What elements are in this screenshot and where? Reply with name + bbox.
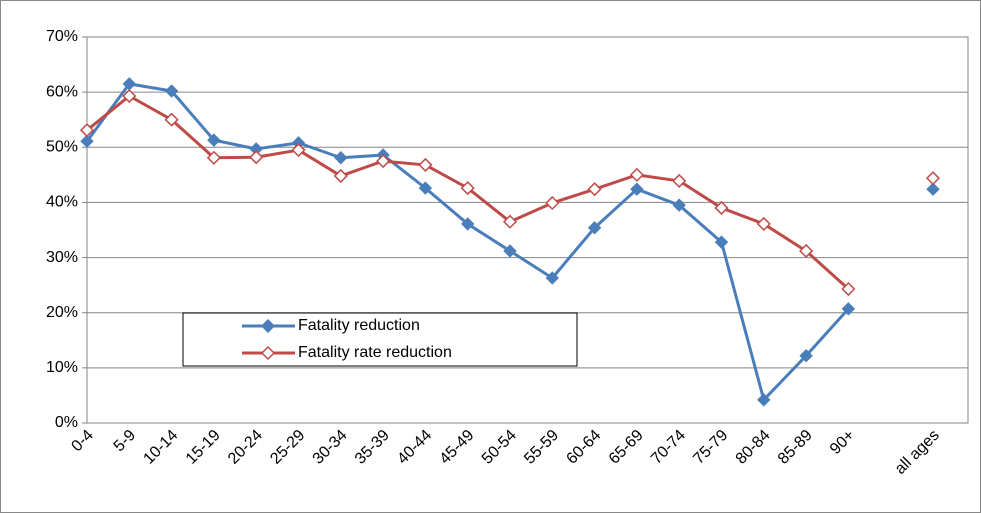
marker xyxy=(799,349,813,363)
marker xyxy=(841,281,856,297)
marker xyxy=(841,302,856,316)
legend-label: Fatality reduction xyxy=(298,317,420,334)
marker xyxy=(291,142,306,158)
y-tick-label: 10% xyxy=(46,359,78,376)
y-tick-label: 70% xyxy=(46,28,78,45)
marker xyxy=(80,134,94,148)
marker xyxy=(334,151,348,165)
marker xyxy=(587,182,602,197)
marker xyxy=(926,182,940,196)
legend-marker xyxy=(260,318,276,334)
marker xyxy=(545,195,560,211)
marker xyxy=(460,217,475,231)
marker xyxy=(714,200,729,216)
legend-box xyxy=(182,312,578,367)
marker xyxy=(629,167,644,182)
marker xyxy=(460,181,475,196)
plot-border xyxy=(86,36,969,424)
legend-label: Fatality rate reduction xyxy=(298,344,452,361)
marker xyxy=(207,133,221,147)
marker xyxy=(545,271,560,285)
marker xyxy=(587,221,602,235)
marker xyxy=(714,235,729,249)
marker xyxy=(672,198,686,212)
marker xyxy=(418,157,433,172)
marker xyxy=(418,181,433,195)
legend-marker xyxy=(260,345,276,361)
marker xyxy=(630,182,644,196)
marker xyxy=(164,84,179,98)
y-tick-label: 20% xyxy=(46,304,78,321)
marker xyxy=(799,243,814,259)
y-tick-label: 50% xyxy=(46,139,78,156)
marker xyxy=(206,150,221,165)
marker xyxy=(925,171,941,186)
marker xyxy=(376,154,391,169)
marker xyxy=(333,168,348,184)
marker xyxy=(757,393,771,407)
marker xyxy=(503,244,517,258)
marker xyxy=(164,112,179,127)
y-tick-label: 60% xyxy=(46,83,78,100)
marker xyxy=(672,173,687,188)
y-tick-label: 0% xyxy=(55,414,78,431)
y-tick-label: 30% xyxy=(46,249,78,266)
marker xyxy=(122,88,137,104)
y-tick-label: 40% xyxy=(46,194,78,211)
marker xyxy=(249,150,264,165)
marker xyxy=(79,123,95,138)
marker xyxy=(756,216,771,231)
marker xyxy=(502,214,518,229)
